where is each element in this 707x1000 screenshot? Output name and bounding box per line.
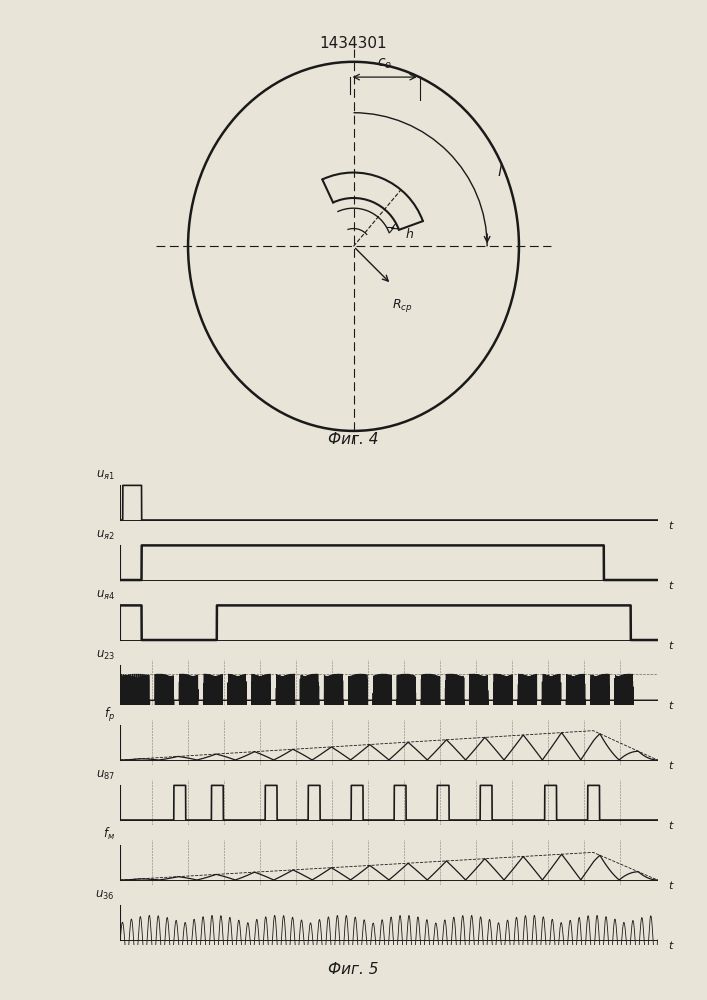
Text: $R_{cp}$: $R_{cp}$	[392, 297, 412, 314]
Text: $t$: $t$	[668, 519, 675, 531]
Text: $t$: $t$	[668, 699, 675, 711]
Text: $t$: $t$	[668, 939, 675, 951]
Text: $u_{36}$: $u_{36}$	[95, 889, 115, 902]
Text: $u_{87}$: $u_{87}$	[95, 769, 115, 782]
Text: $f_p$: $f_p$	[104, 706, 115, 724]
Text: $t$: $t$	[668, 639, 675, 651]
Text: $u_{я4}$: $u_{я4}$	[95, 589, 115, 602]
Text: $t$: $t$	[668, 759, 675, 771]
Text: $u_{23}$: $u_{23}$	[95, 649, 115, 662]
Text: $c_o$: $c_o$	[377, 57, 392, 71]
Text: $t$: $t$	[668, 579, 675, 591]
Text: Фиг. 5: Фиг. 5	[328, 962, 379, 978]
Text: Фиг. 4: Фиг. 4	[328, 432, 379, 447]
Text: $f_м$: $f_м$	[103, 826, 115, 842]
Text: $t$: $t$	[668, 819, 675, 831]
Text: $u_{я1}$: $u_{я1}$	[96, 469, 115, 482]
Text: $h$: $h$	[405, 227, 414, 241]
Text: $t$: $t$	[668, 879, 675, 891]
Text: $u_{я2}$: $u_{я2}$	[96, 529, 115, 542]
Text: $l$: $l$	[497, 163, 503, 179]
Text: 1434301: 1434301	[320, 36, 387, 51]
